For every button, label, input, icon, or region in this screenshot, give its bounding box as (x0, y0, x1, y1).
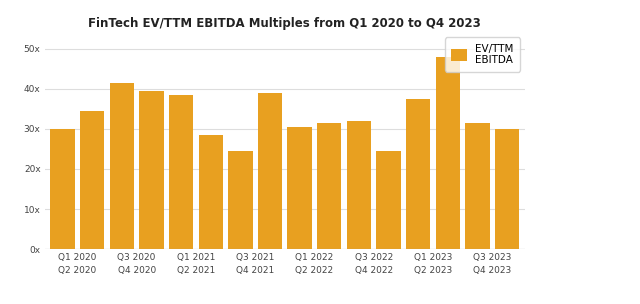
Bar (406, 99, 430, 249)
Bar (80, 111, 104, 249)
Bar (465, 123, 490, 249)
Bar (287, 127, 312, 249)
Bar (140, 91, 164, 249)
Title: FinTech EV/TTM EBITDA Multiples from Q1 2020 to Q4 2023: FinTech EV/TTM EBITDA Multiples from Q1 … (88, 17, 481, 30)
Bar (258, 93, 282, 249)
Bar (376, 151, 401, 249)
Bar (495, 129, 519, 249)
Bar (228, 151, 253, 249)
Bar (317, 123, 341, 249)
Bar (436, 57, 460, 249)
Legend: EV/TTM
EBITDA: EV/TTM EBITDA (445, 37, 520, 71)
Bar (198, 135, 223, 249)
Bar (109, 83, 134, 249)
Bar (169, 95, 193, 249)
Bar (51, 129, 75, 249)
Bar (347, 121, 371, 249)
